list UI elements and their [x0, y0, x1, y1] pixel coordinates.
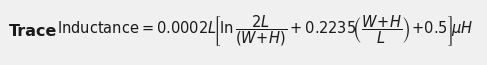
- Text: $\mathrm{Inductance} = 0.0002L\!\left[\ln\dfrac{2L}{(W\!+\!H)}+0.2235\!\left(\df: $\mathrm{Inductance} = 0.0002L\!\left[\l…: [57, 14, 473, 49]
- Text: Trace: Trace: [9, 24, 57, 39]
